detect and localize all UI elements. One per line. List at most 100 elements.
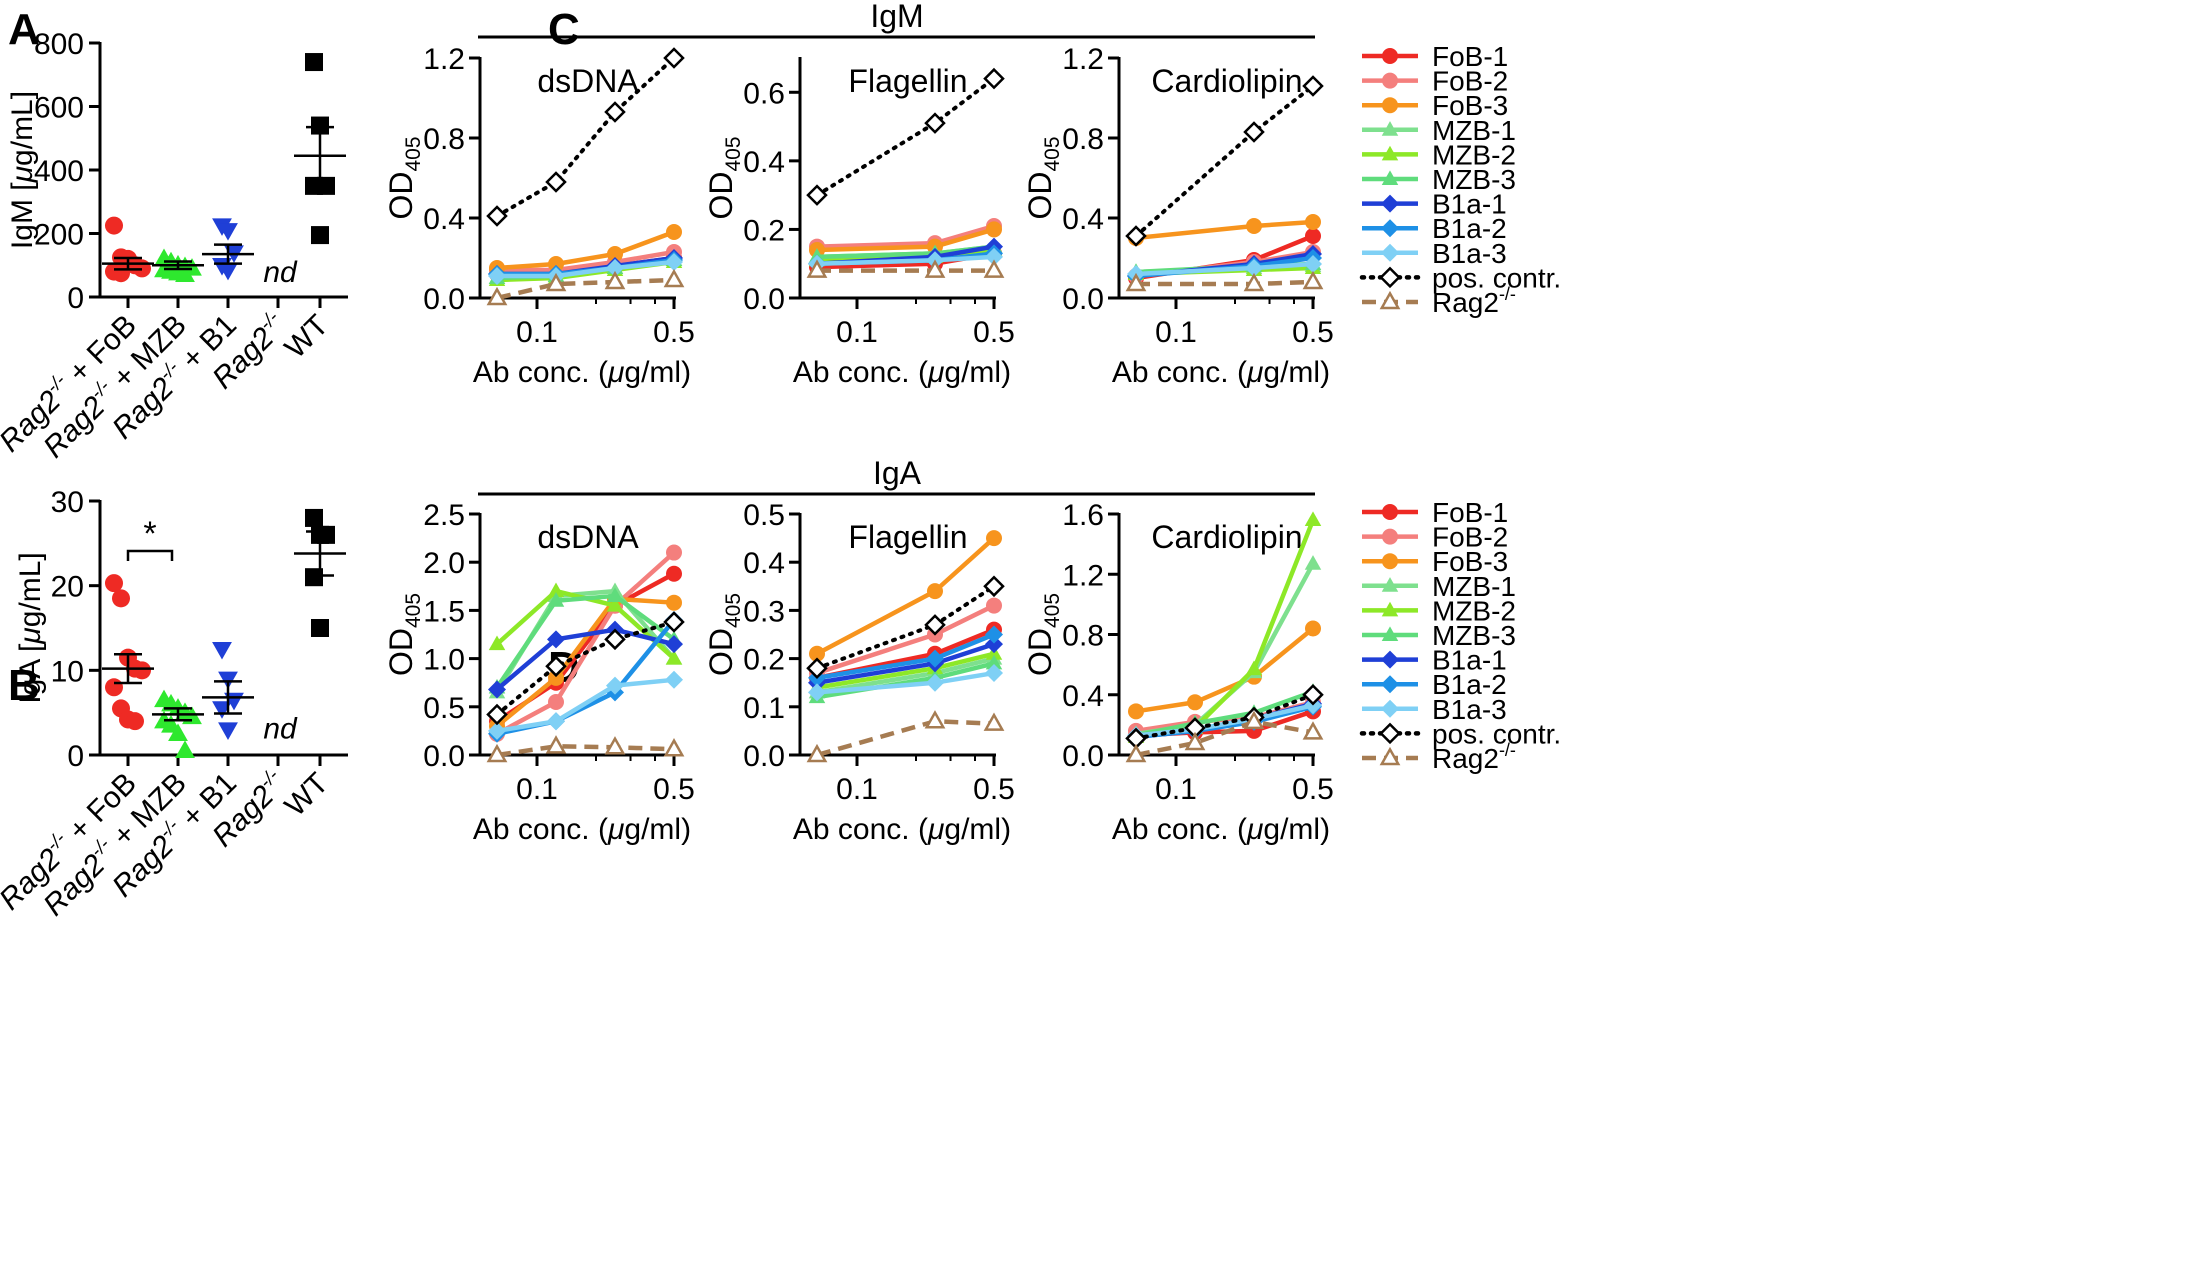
xlabel-pre: Ab conc. ( (1112, 813, 1247, 846)
section-c-title: IgM (870, 0, 923, 34)
legend-label-text: B1a-1 (1432, 189, 1507, 220)
scatter-a-point-4-4 (311, 226, 329, 245)
xlabel-pre: Ab conc. ( (1112, 356, 1247, 389)
panel-d-dsdna-line-pos-contr (495, 619, 676, 717)
panel-d-cardiolipin-ylabel: OD405 (1022, 593, 1064, 676)
panel-c-cardiolipin-ytick-label-1: 0.4 (1062, 203, 1104, 236)
legend-c-b1a-3-label: B1a-3 (1432, 238, 1507, 269)
legend-c-b1a-1-marker (1381, 194, 1399, 213)
panel-d-cardiolipin-xtick-label-0: 0.1 (1155, 773, 1197, 806)
panel-d-cardiolipin-line-pos-contr (1134, 692, 1315, 741)
panel-d-flagellin-ytick-label-0: 0.0 (743, 740, 785, 773)
panel-d-flagellin-line-fob-3 (815, 536, 996, 656)
panel-c-cardiolipin-point-pos-contr-2 (1302, 75, 1324, 97)
panel-d-dsdna-point-fob-2-1 (548, 693, 564, 710)
panel-d-dsdna-point-rag2-3 (663, 738, 685, 757)
panel-c-dsdna-line-pos-contr (495, 56, 676, 218)
panel-d-dsdna-point-fob-1-3 (666, 565, 682, 582)
ylabel-od-subscript: 405 (402, 136, 425, 171)
panel-c-dsdna-ytick-label-1: 0.4 (423, 203, 465, 236)
panel-c-cardiolipin-point-pos-contr-1 (1243, 121, 1265, 143)
legend-label-text: MZB-3 (1432, 164, 1516, 195)
legend-d-b1a-1-marker (1381, 650, 1399, 669)
legend-d-fob-1-marker (1382, 504, 1398, 520)
legend-label-text: Rag2 (1432, 287, 1499, 318)
legend-label-text: MZB-1 (1432, 115, 1516, 146)
panel-d-dsdna-ytick-label-0: 0.0 (423, 740, 465, 773)
panel-c-dsdna-ylabel: OD405 (383, 136, 425, 219)
panel-d-flagellin-point-rag2-2 (983, 712, 1005, 731)
scatter-b-ylabel-post: g/mL] (14, 552, 47, 627)
panel-d-flagellin-ytick-label-1: 0.1 (743, 692, 785, 725)
panel-c-flagellin-point-rag2-2 (983, 259, 1005, 278)
legend-d-pos-contr-label: pos. contr. (1432, 718, 1561, 749)
panel-d-cardiolipin-point-fob-3-3 (1305, 620, 1321, 637)
scatter-b-point-0-4 (133, 661, 151, 680)
panel-d-dsdna-ytick-label-5: 2.5 (423, 499, 465, 532)
legend-d-mzb-2-marker (1381, 601, 1399, 617)
panel-d-flagellin-point-b1a-3-0 (808, 683, 826, 702)
legend-c-pos-contr-marker (1379, 266, 1401, 289)
legend-c-rag2-marker (1379, 290, 1401, 310)
xlabel-mu: μ (927, 813, 944, 846)
scatter-b-ytick-label-3: 30 (51, 486, 84, 519)
panel-d-dsdna-point-pos-contr-1 (545, 655, 567, 678)
panel-c-dsdna-line-rag2 (496, 277, 675, 301)
panel-d-cardiolipin-point-fob-3-1 (1187, 694, 1203, 711)
panel-d-flagellin-ytick-label-2: 0.2 (743, 644, 785, 677)
panel-c-flagellin-point-rag2-0 (806, 259, 828, 278)
panel-d-cardiolipin-ytick-label-2: 0.8 (1062, 620, 1104, 653)
panel-d-dsdna-xtick-label-1: 0.5 (653, 773, 695, 806)
panel-c-dsdna-point-fob-3-1 (548, 256, 564, 272)
panel-d-dsdna-line-b1a-1 (495, 627, 675, 692)
panel-d-flagellin-line-pos-contr (815, 584, 996, 671)
legend-c-rag2-label: Rag2-/- (1432, 284, 1516, 318)
xlabel-mu: μ (1246, 356, 1263, 389)
legend-label-text: pos. contr. (1432, 718, 1561, 749)
legend-d-fob-2-label: FoB-2 (1432, 522, 1508, 553)
panel-c-dsdna-ytick-label-3: 1.2 (423, 43, 465, 76)
scatter-b-significance-bracket (126, 549, 174, 561)
panel-d-dsdna-line-fob-3 (495, 596, 675, 728)
legend-d-fob-1-label: FoB-1 (1432, 497, 1508, 528)
scatter-b-point-2-0 (212, 641, 232, 660)
legend-d-b1a-1-label: B1a-1 (1432, 645, 1507, 676)
panel-c-cardiolipin-point-pos-contr-0 (1125, 225, 1147, 247)
panel-d-dsdna-point-mzb-2-0 (488, 635, 506, 651)
panel-d-dsdna-point-mzb-3-2 (606, 587, 624, 602)
legend-c-mzb-3-marker (1381, 170, 1399, 185)
panel-d-dsdna-line-mzb-3 (495, 593, 676, 689)
xlabel-pre: Ab conc. ( (473, 356, 608, 389)
scatter-a-ylabel-mu: μ (6, 166, 39, 183)
legend-d-rag2-marker (1379, 746, 1401, 766)
scatter-a-point-4-0 (305, 53, 323, 72)
panel-d-dsdna-point-mzb-2-2 (606, 596, 624, 612)
panel-d-cardiolipin-point-mzb-2-3 (1304, 511, 1322, 527)
panel-c-dsdna-ytick-label-2: 0.8 (423, 123, 465, 156)
panel-d-dsdna-point-mzb-2-3 (665, 649, 683, 665)
panel-d-flagellin-ytick-label-4: 0.4 (743, 547, 785, 580)
panel-d-cardiolipin-line-mzb-3 (1135, 689, 1314, 738)
panel-d-dsdna-point-b1a-1-0 (488, 680, 506, 699)
xlabel-mu: μ (607, 356, 624, 389)
panel-d-cardiolipin-ytick-label-4: 1.6 (1062, 499, 1104, 532)
panel-c-cardiolipin-line-fob-3 (1135, 219, 1314, 241)
scatter-a-point-4-1 (311, 116, 329, 135)
panel-c-cardiolipin-ytick-label-0: 0.0 (1062, 283, 1104, 316)
legend-d-mzb-3-marker (1381, 626, 1399, 641)
scatter-b-significance-star: * (143, 515, 156, 553)
scatter-a-ytick-label-3: 600 (34, 92, 84, 125)
panel-c-flagellin-point-pos-contr-1 (924, 112, 946, 134)
panel-d-dsdna-point-b1a-3-3 (665, 670, 683, 689)
legend-label-sup: -/- (1499, 740, 1516, 760)
category-label-pre: WT (279, 767, 335, 823)
xlabel-mu: μ (607, 813, 624, 846)
panel-d-cardiolipin-xlabel: Ab conc. (μg/ml) (1112, 813, 1330, 846)
scatter-a-ylabel: IgM [μg/mL] (6, 91, 39, 249)
legend-label-text: FoB-1 (1432, 497, 1508, 528)
legend-d-b1a-3-label: B1a-3 (1432, 694, 1507, 725)
scatter-b-category-label-4: WT (279, 767, 335, 823)
scatter-b-ytick-label-2: 20 (51, 571, 84, 604)
legend-c-b1a-1-label: B1a-1 (1432, 189, 1507, 220)
panel-d-flagellin-point-fob-2-2 (986, 597, 1002, 614)
